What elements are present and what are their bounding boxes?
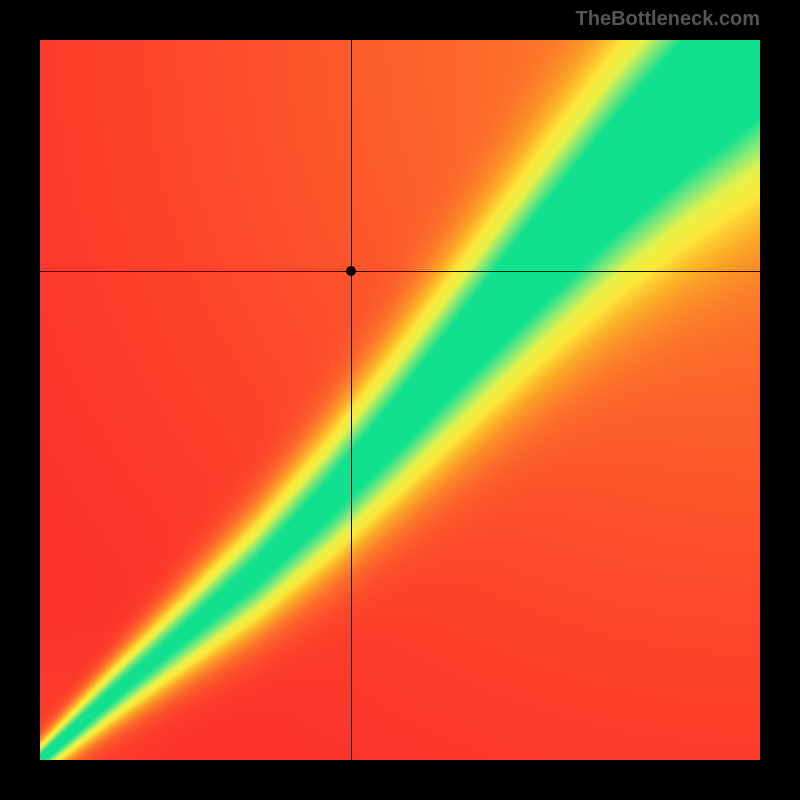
watermark-text: TheBottleneck.com [576,8,760,31]
crosshair-vertical [351,40,352,760]
crosshair-horizontal [40,271,760,272]
heatmap-plot [40,40,760,760]
data-point-marker [346,266,356,276]
heatmap-canvas [40,40,760,760]
